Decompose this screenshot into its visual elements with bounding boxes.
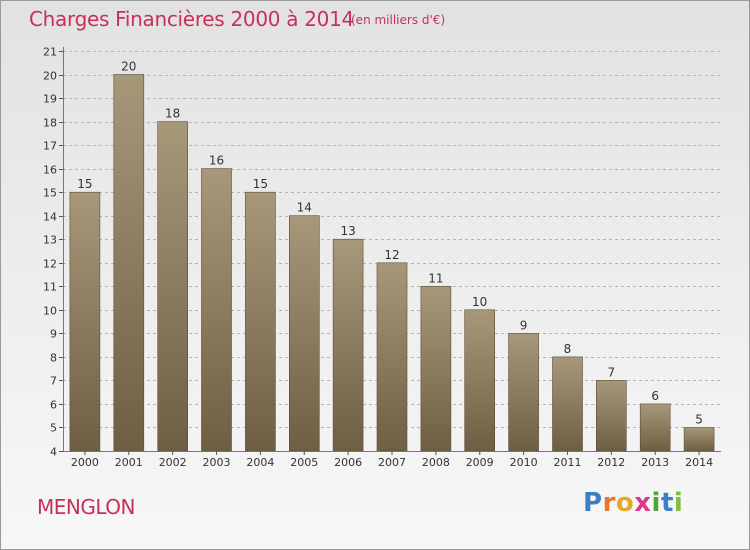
- x-tick-label: 2002: [159, 456, 187, 469]
- bar-value-label: 14: [297, 201, 312, 215]
- commune-name: MENGLON: [37, 495, 135, 519]
- x-tick-label: 2009: [466, 456, 494, 469]
- x-tick-label: 2005: [290, 456, 318, 469]
- bar-value-label: 11: [428, 271, 443, 285]
- bar-value-label: 16: [209, 154, 224, 168]
- bar-2013: [639, 403, 671, 452]
- y-tick-label: 13: [43, 234, 57, 247]
- bar-value-label: 18: [165, 107, 180, 121]
- x-tick-label: 2001: [115, 456, 143, 469]
- bar-2014: [683, 427, 715, 452]
- y-tick-label: 4: [50, 446, 57, 459]
- x-tick-label: 2008: [422, 456, 450, 469]
- y-tick-label: 14: [43, 211, 57, 224]
- bar-value-label: 8: [564, 342, 572, 356]
- logo-letter: i: [673, 488, 684, 518]
- x-tick-label: 2006: [334, 456, 362, 469]
- bar-2011: [552, 356, 583, 452]
- bar-value-label: 10: [472, 295, 487, 309]
- bar-2006: [332, 238, 364, 452]
- y-tick-label: 17: [43, 140, 57, 153]
- bar-value-label: 6: [651, 389, 659, 403]
- logo-letter: r: [602, 488, 616, 518]
- y-tick-label: 9: [50, 328, 57, 341]
- y-tick-label: 21: [43, 46, 57, 59]
- bar-value-label: 15: [77, 177, 92, 191]
- bar-chart: 15 20 18 16 15 14 13 12 11 10 9 8 7 6 5 4 5 6 7 8 9 10 11 12 13…: [43, 46, 721, 469]
- bar-2003: [201, 168, 232, 452]
- x-tick-label: 2004: [246, 456, 274, 469]
- bar-2001: [113, 74, 145, 452]
- y-tick-label: 15: [43, 187, 57, 200]
- y-tick-label: 18: [43, 117, 57, 130]
- bar-2007: [376, 262, 408, 452]
- bar-2012: [595, 380, 627, 452]
- logo-letter: t: [660, 488, 674, 518]
- x-tick-label: 2010: [510, 456, 538, 469]
- y-tick-label: 19: [43, 93, 57, 106]
- x-tick-label: 2013: [641, 456, 669, 469]
- x-tick-label: 2000: [71, 456, 99, 469]
- x-tick-label: 2012: [597, 456, 625, 469]
- x-tick-label: 2014: [685, 456, 713, 469]
- bar-value-label: 12: [384, 248, 399, 262]
- bar-2004: [245, 191, 276, 452]
- y-tick-label: 10: [43, 305, 57, 318]
- y-tick-label: 8: [50, 352, 57, 365]
- chart-subtitle: (en milliers d'€): [351, 13, 446, 27]
- x-tick-label: 2003: [203, 456, 231, 469]
- bar-value-label: 20: [121, 60, 136, 74]
- y-tick-label: 11: [43, 281, 57, 294]
- bar-2000: [69, 191, 101, 452]
- logo-letter: x: [634, 488, 652, 518]
- bar-2009: [464, 309, 496, 452]
- logo-letter: P: [583, 488, 603, 518]
- chart-title: Charges Financières 2000 à 2014: [29, 7, 354, 31]
- y-tick-label: 16: [43, 164, 57, 177]
- bar-2010: [508, 333, 539, 452]
- bar-2005: [288, 215, 320, 452]
- bar-2002: [157, 121, 188, 452]
- x-tick-label: 2011: [554, 456, 582, 469]
- y-tick-label: 7: [50, 375, 57, 388]
- bar-value-label: 15: [253, 177, 268, 191]
- bar-value-label: 5: [695, 413, 703, 427]
- logo-letter: o: [615, 488, 635, 518]
- bar-2008: [420, 285, 452, 452]
- x-tick-label: 2007: [378, 456, 406, 469]
- bar-value-label: 9: [520, 318, 528, 332]
- y-tick-label: 6: [50, 399, 57, 412]
- y-tick-label: 20: [43, 70, 57, 83]
- bar-value-label: 7: [607, 365, 615, 379]
- bar-value-label: 13: [340, 224, 355, 238]
- logo-letter: i: [651, 488, 661, 518]
- proxiti-logo: Proxiti: [583, 488, 683, 518]
- y-tick-label: 5: [50, 422, 57, 435]
- y-tick-label: 12: [43, 258, 57, 271]
